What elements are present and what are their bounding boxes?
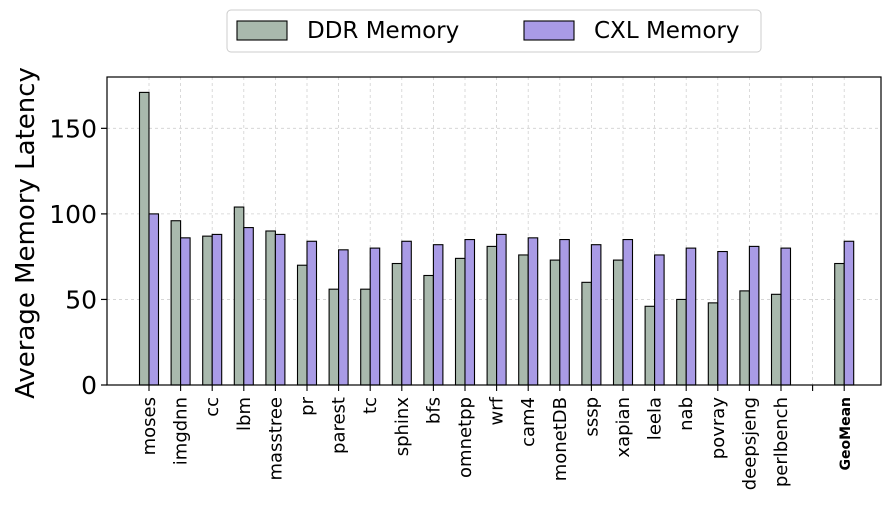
x-tick-label: masstree (265, 397, 286, 481)
bar-ddr-imgdnn (170, 220, 182, 386)
bar-ddr-wrf (486, 245, 498, 386)
bar-cxl-sphinx (401, 240, 412, 386)
legend: DDR Memory CXL Memory (226, 9, 762, 53)
x-tick-label: cc (202, 397, 223, 417)
bar-cxl-tc (369, 247, 381, 386)
bar-cxl-leela (654, 254, 665, 386)
x-tick-label: monetDB (550, 397, 571, 481)
bar-cxl-parest (338, 249, 349, 386)
bar-cxl-moses (148, 213, 160, 386)
bar-ddr-perlbench (770, 293, 782, 386)
x-tick-label: wrf (487, 396, 508, 425)
bar-ddr-monetDB (549, 259, 561, 386)
bar-ddr-sssp (581, 281, 592, 386)
y-tick-label: 100 (49, 200, 97, 229)
x-tick-label: sphinx (392, 397, 413, 457)
bar-ddr-tc (360, 288, 371, 386)
x-tick-label: nab (676, 397, 697, 431)
x-tick-label: xapian (613, 397, 634, 458)
bar-cxl-cc (211, 233, 223, 386)
bar-cxl-bfs (432, 244, 444, 386)
y-tick-label: 50 (65, 285, 97, 314)
bar-ddr-masstree (265, 230, 276, 386)
bar-ddr-cc (202, 235, 213, 386)
bar-ddr-moses (138, 91, 150, 386)
bar-cxl-pr (306, 240, 318, 386)
x-tick-label: deepsjeng (739, 397, 760, 490)
y-axis: 0 50 100 150 (49, 114, 107, 400)
x-tick-label: parest (329, 397, 350, 454)
bar-cxl-nab (685, 247, 697, 386)
bar-ddr-pr (296, 264, 308, 386)
x-tick-label: perlbench (771, 397, 792, 487)
x-tick-label: cam4 (518, 397, 539, 447)
x-tick-label: omnetpp (455, 397, 476, 478)
bar-cxl-imgdnn (180, 237, 191, 386)
y-axis-label: Average Memory Latency (11, 67, 41, 399)
bar-cxl-wrf (496, 233, 507, 386)
bar-cxl-deepsjeng (748, 245, 760, 386)
x-tick-label: pr (297, 396, 318, 415)
bar-cxl-omnetpp (464, 239, 476, 386)
bar-ddr-parest (328, 288, 340, 386)
bar-ddr-deepsjeng (739, 290, 750, 386)
x-tick-label: sssp (581, 397, 602, 437)
bar-cxl-GeoMean (843, 240, 855, 386)
legend-swatch (236, 20, 288, 41)
bar-cxl-povray (717, 250, 728, 386)
bar-cxl-lbm (243, 227, 254, 386)
x-tick-label: lbm (234, 397, 255, 431)
bar-cxl-xapian (622, 239, 634, 386)
y-tick-label: 0 (81, 371, 97, 400)
y-tick-label: 150 (49, 114, 97, 143)
legend-label: DDR Memory (307, 18, 459, 44)
bars (138, 91, 855, 386)
x-tick-label: imgdnn (171, 397, 192, 465)
bar-ddr-povray (707, 302, 719, 386)
bar-cxl-monetDB (559, 239, 570, 386)
legend-box (226, 9, 762, 53)
plot-frame (106, 76, 882, 386)
x-tick-label: moses (139, 397, 160, 455)
legend-label: CXL Memory (594, 18, 739, 44)
x-tick-label: povray (708, 397, 729, 460)
bar-ddr-omnetpp (454, 257, 466, 386)
bar-cxl-cam4 (527, 237, 539, 386)
bar-ddr-xapian (612, 259, 624, 386)
bar-cxl-sssp (590, 244, 602, 386)
bar-ddr-sphinx (391, 262, 403, 386)
x-axis: moses imgdnn cc lbm masstree pr parest tc sphinx… (139, 385, 854, 490)
bar-ddr-bfs (423, 274, 434, 386)
bar-ddr-lbm (233, 206, 245, 386)
bar-cxl-perlbench (780, 247, 792, 386)
x-tick-label: bfs (423, 397, 444, 424)
x-tick-label: leela (645, 397, 666, 440)
bar-ddr-cam4 (518, 254, 529, 386)
x-tick-label: tc (360, 397, 381, 414)
legend-swatch (523, 20, 575, 41)
x-tick-label: GeoMean (838, 397, 854, 470)
bar-ddr-leela (644, 305, 656, 386)
bar-ddr-GeoMean (834, 262, 845, 386)
bar-ddr-nab (676, 298, 687, 386)
bar-cxl-masstree (274, 233, 286, 386)
